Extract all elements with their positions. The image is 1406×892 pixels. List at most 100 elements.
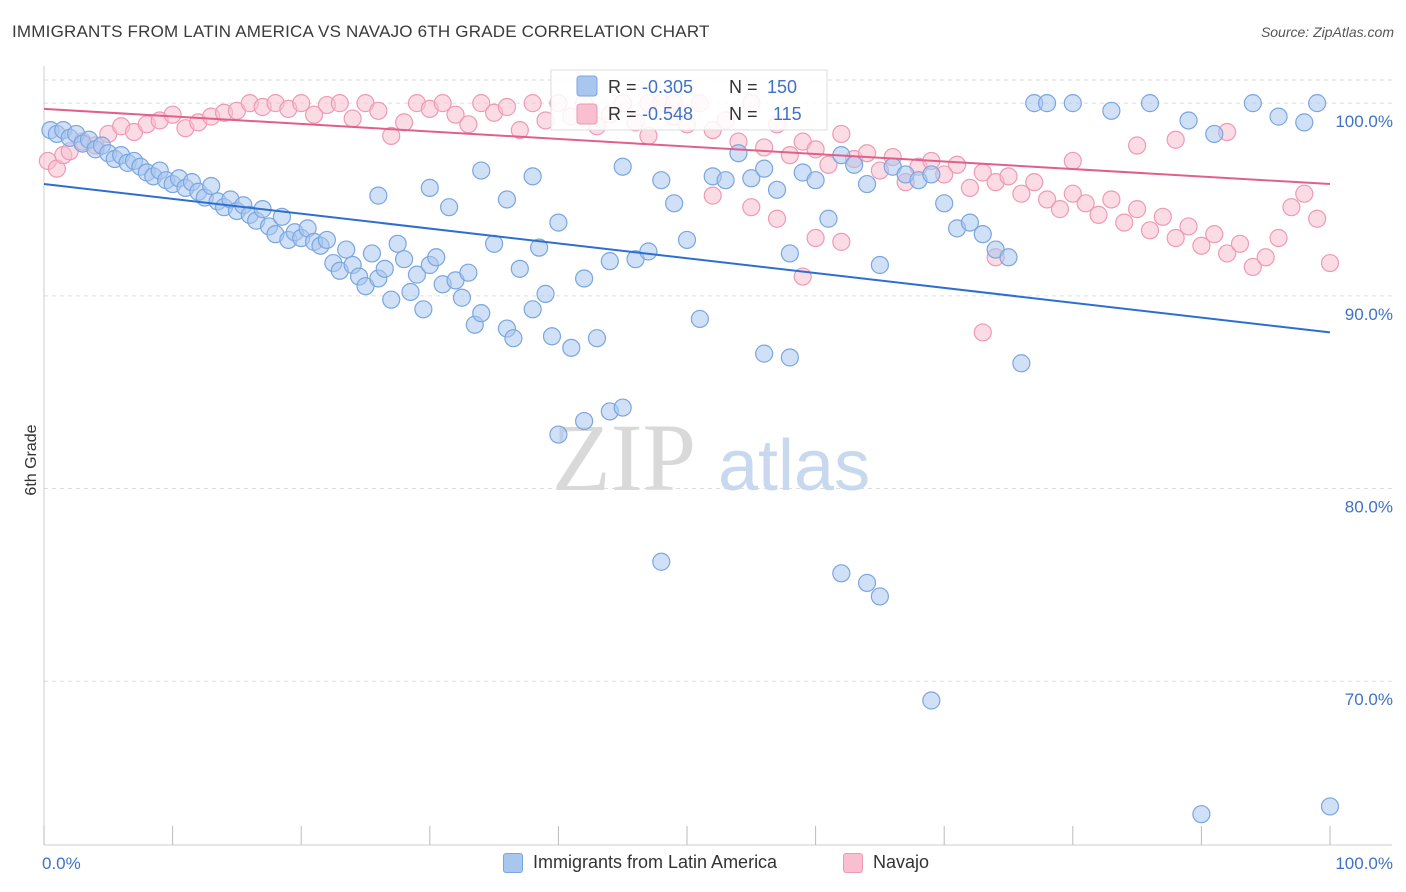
latin-america-point: [1192, 805, 1211, 824]
source-label: Source: ZipAtlas.com: [1260, 24, 1394, 40]
latin-america-point: [388, 234, 407, 253]
navajo-point: [1218, 244, 1237, 263]
latin-america-point: [613, 157, 632, 176]
navajo-point: [510, 121, 529, 140]
navajo-point: [960, 178, 980, 198]
y-tick-label: 80.0%: [1345, 498, 1393, 517]
navajo-point: [832, 124, 851, 144]
latin-america-point: [369, 186, 388, 205]
navajo-point: [163, 105, 182, 124]
latin-america-point: [394, 250, 414, 269]
latin-america-point: [960, 213, 980, 232]
latin-america-point: [665, 194, 684, 213]
latin-america-point: [652, 171, 671, 190]
legend-r-value-2: -0.548: [642, 104, 693, 124]
legend-label-navajo: Navajo: [873, 852, 930, 872]
navajo-point: [1256, 248, 1275, 267]
latin-america-point: [716, 171, 735, 190]
latin-america-point: [337, 240, 356, 259]
navajo-point: [1037, 190, 1057, 209]
navajo-point: [459, 115, 478, 134]
navajo-point: [382, 126, 401, 145]
latin-america-point: [973, 225, 992, 244]
latin-america-point: [1308, 94, 1327, 113]
latin-america-point: [549, 425, 568, 444]
navajo-point: [523, 94, 542, 113]
x-tick-label: 0.0%: [42, 854, 81, 873]
latin-america-point: [1102, 101, 1121, 120]
navajo-point: [742, 198, 761, 217]
legend-n-label-2: N =: [729, 104, 758, 124]
y-tick-label: 90.0%: [1345, 305, 1393, 324]
legend-r-label-1: R =: [608, 77, 637, 97]
latin-america-point: [1037, 94, 1057, 113]
latin-america-point: [999, 248, 1018, 267]
latin-america-point: [935, 194, 954, 213]
navajo-point: [999, 167, 1018, 186]
navajo-point: [1166, 130, 1185, 149]
navajo-point: [806, 228, 825, 248]
trend-lines: [43, 107, 1331, 334]
latin-america-point: [600, 252, 619, 271]
latin-america-point: [407, 265, 427, 284]
latin-america-point: [690, 309, 709, 329]
legend-n-value-2: 115: [773, 104, 802, 124]
watermark-atlas: atlas: [718, 426, 870, 506]
latin-america-trend-line: [43, 183, 1331, 334]
navajo-point: [1127, 136, 1147, 155]
navajo-point: [330, 94, 349, 113]
legend-swatch-blue: [576, 75, 598, 97]
series-legend: Immigrants from Latin America Navajo: [0, 852, 1406, 878]
latin-america-point: [1269, 107, 1288, 126]
latin-america-point: [542, 327, 562, 346]
navajo-point: [446, 105, 465, 124]
navajo-point: [394, 113, 414, 132]
latin-america-point: [755, 159, 774, 178]
latin-america-point: [922, 691, 941, 710]
latin-america-point: [562, 338, 581, 357]
navajo-point: [780, 146, 799, 165]
navajo-point: [1140, 221, 1160, 240]
latin-america-point: [510, 259, 529, 278]
navajo-point: [755, 138, 774, 157]
navajo-point: [1166, 228, 1185, 248]
latin-america-point: [755, 344, 774, 363]
navajo-point: [1063, 184, 1082, 203]
navajo-point: [1308, 209, 1327, 228]
watermark: ZIP atlas: [552, 404, 870, 511]
latin-america-point: [575, 411, 594, 431]
latin-america-points: [41, 94, 1340, 824]
navajo-point: [1243, 257, 1262, 277]
latin-america-point: [652, 552, 671, 571]
navajo-point: [433, 94, 452, 113]
y-tick-label: 70.0%: [1345, 690, 1393, 709]
latin-america-point: [677, 230, 697, 250]
navajo-point: [1179, 217, 1198, 236]
axes: [43, 66, 1392, 846]
x-tick-label: 100.0%: [1335, 854, 1393, 873]
latin-america-point: [780, 348, 799, 367]
chart-title: IMMIGRANTS FROM LATIN AMERICA VS NAVAJO …: [12, 22, 710, 41]
legend-item-navajo[interactable]: Navajo: [843, 852, 929, 873]
latin-america-point: [452, 288, 472, 307]
latin-america-point: [472, 161, 491, 180]
navajo-point: [343, 109, 362, 128]
latin-america-point: [1012, 354, 1031, 373]
legend-n-value-1: 150: [767, 77, 797, 97]
navajo-point: [1295, 184, 1314, 203]
navajo-point: [1127, 200, 1147, 219]
latin-america-point: [729, 144, 748, 163]
latin-america-point: [459, 263, 478, 282]
navajo-point: [1102, 190, 1121, 209]
latin-america-point: [806, 171, 825, 190]
navajo-point: [1230, 234, 1250, 253]
legend-swatch-latin-america: [503, 852, 523, 873]
legend-item-latin-america[interactable]: Immigrants from Latin America: [503, 852, 777, 873]
navajo-point: [819, 155, 838, 174]
legend-n-label-1: N =: [729, 77, 758, 97]
navajo-point: [1115, 213, 1134, 232]
navajo-point: [1269, 228, 1288, 248]
latin-america-point: [845, 155, 864, 174]
latin-america-point: [414, 300, 433, 319]
